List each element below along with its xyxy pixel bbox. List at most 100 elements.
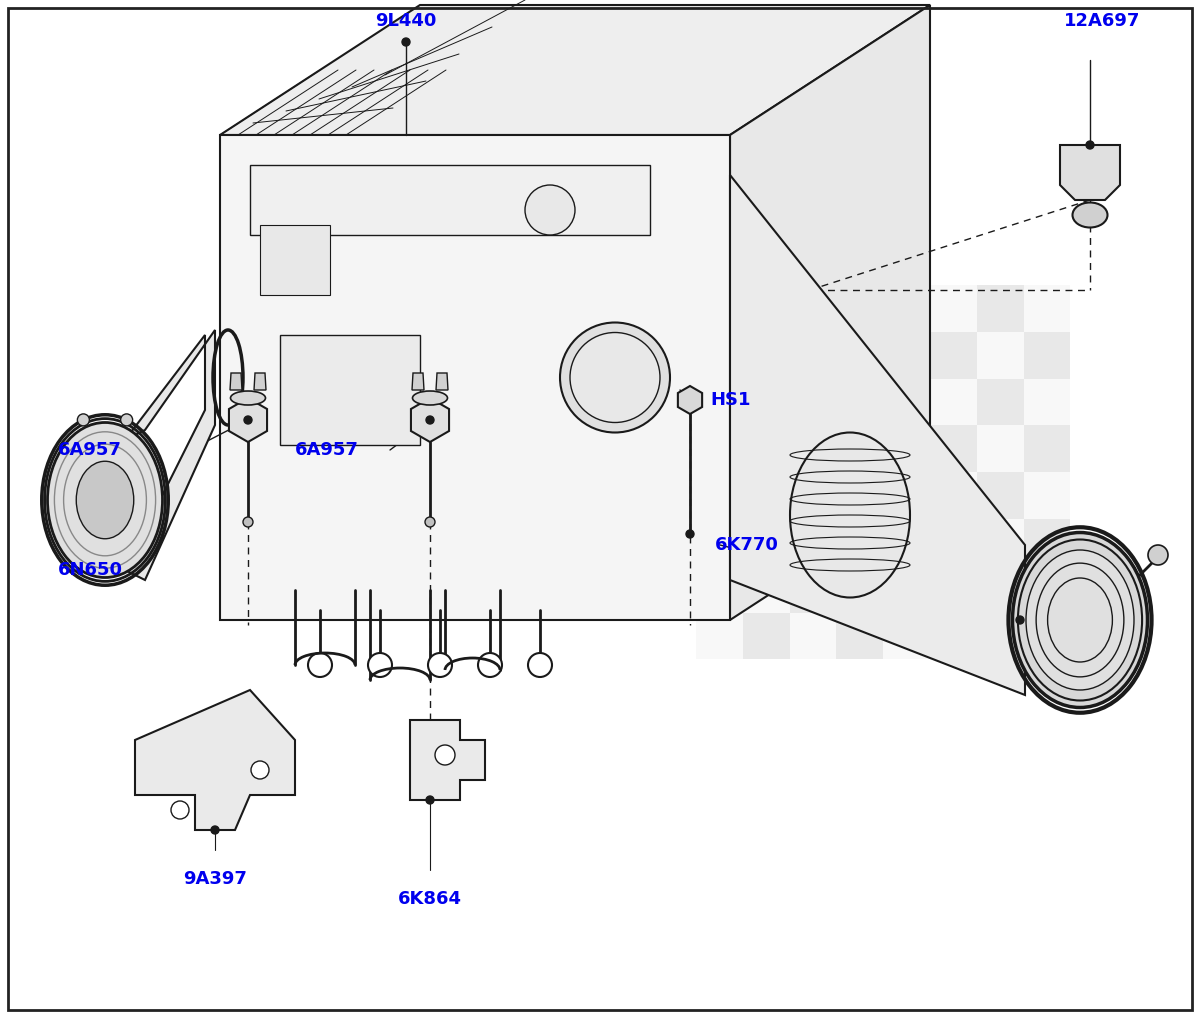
Bar bbox=[883, 519, 930, 566]
Bar bbox=[883, 285, 930, 332]
Bar bbox=[930, 332, 977, 379]
Bar bbox=[930, 613, 977, 660]
Circle shape bbox=[1148, 545, 1168, 565]
Polygon shape bbox=[220, 5, 930, 135]
Bar bbox=[977, 566, 1024, 613]
Polygon shape bbox=[254, 373, 266, 390]
Bar bbox=[930, 285, 977, 332]
Text: 6A957: 6A957 bbox=[295, 441, 359, 459]
Circle shape bbox=[242, 517, 253, 527]
Text: 9A397: 9A397 bbox=[184, 870, 247, 888]
Bar bbox=[836, 379, 883, 426]
Polygon shape bbox=[410, 720, 485, 800]
Polygon shape bbox=[230, 373, 242, 390]
Polygon shape bbox=[730, 175, 1025, 695]
Ellipse shape bbox=[48, 422, 162, 577]
Circle shape bbox=[528, 653, 552, 677]
Bar bbox=[1024, 472, 1070, 519]
Bar bbox=[790, 379, 836, 426]
Polygon shape bbox=[134, 690, 295, 830]
Polygon shape bbox=[280, 335, 420, 445]
Ellipse shape bbox=[1073, 203, 1108, 227]
Circle shape bbox=[96, 496, 104, 504]
Text: 6K770: 6K770 bbox=[715, 536, 779, 554]
Bar bbox=[1024, 285, 1070, 332]
Bar bbox=[790, 566, 836, 613]
Bar bbox=[1024, 379, 1070, 426]
Polygon shape bbox=[678, 386, 702, 414]
Bar bbox=[790, 613, 836, 660]
Ellipse shape bbox=[77, 461, 133, 539]
Polygon shape bbox=[730, 5, 930, 620]
Bar bbox=[977, 472, 1024, 519]
Bar bbox=[1024, 613, 1070, 660]
Circle shape bbox=[478, 653, 502, 677]
Ellipse shape bbox=[1026, 550, 1134, 690]
Circle shape bbox=[308, 653, 332, 677]
Circle shape bbox=[570, 333, 660, 422]
Bar bbox=[743, 426, 790, 472]
Polygon shape bbox=[410, 398, 449, 442]
Circle shape bbox=[368, 653, 392, 677]
Text: 12A697: 12A697 bbox=[1063, 12, 1140, 30]
Circle shape bbox=[121, 414, 133, 426]
Bar bbox=[836, 472, 883, 519]
Bar bbox=[930, 566, 977, 613]
Bar bbox=[883, 613, 930, 660]
Bar bbox=[696, 426, 743, 472]
Ellipse shape bbox=[1013, 532, 1147, 708]
Bar bbox=[930, 379, 977, 426]
Bar bbox=[790, 472, 836, 519]
Bar bbox=[836, 613, 883, 660]
Circle shape bbox=[686, 530, 694, 538]
Bar bbox=[790, 519, 836, 566]
Bar bbox=[790, 332, 836, 379]
Circle shape bbox=[211, 826, 220, 834]
Polygon shape bbox=[412, 373, 424, 390]
Bar bbox=[977, 426, 1024, 472]
Bar bbox=[790, 426, 836, 472]
Bar bbox=[836, 285, 883, 332]
Circle shape bbox=[526, 185, 575, 235]
Bar bbox=[743, 332, 790, 379]
Bar bbox=[743, 519, 790, 566]
Bar bbox=[696, 285, 743, 332]
Bar bbox=[977, 379, 1024, 426]
Bar bbox=[883, 332, 930, 379]
Polygon shape bbox=[436, 373, 448, 390]
Circle shape bbox=[428, 653, 452, 677]
Text: scuderia: scuderia bbox=[234, 426, 966, 574]
Circle shape bbox=[77, 414, 89, 426]
Text: 6N650: 6N650 bbox=[58, 561, 124, 579]
Bar bbox=[977, 332, 1024, 379]
Bar bbox=[696, 332, 743, 379]
Circle shape bbox=[1016, 616, 1024, 624]
Circle shape bbox=[426, 796, 434, 804]
Text: c a r p a r t s: c a r p a r t s bbox=[467, 559, 733, 601]
Bar bbox=[836, 332, 883, 379]
Ellipse shape bbox=[230, 391, 265, 405]
Circle shape bbox=[560, 323, 670, 433]
Polygon shape bbox=[125, 330, 215, 580]
Circle shape bbox=[251, 761, 269, 779]
Bar bbox=[930, 426, 977, 472]
Bar bbox=[1024, 332, 1070, 379]
Circle shape bbox=[426, 416, 434, 425]
Bar bbox=[743, 566, 790, 613]
Text: HS1: HS1 bbox=[710, 391, 750, 409]
Circle shape bbox=[172, 801, 190, 819]
Bar bbox=[1024, 519, 1070, 566]
Bar bbox=[743, 613, 790, 660]
Bar bbox=[836, 426, 883, 472]
Text: 9L440: 9L440 bbox=[376, 12, 437, 30]
Text: 6K864: 6K864 bbox=[398, 890, 462, 908]
Polygon shape bbox=[229, 398, 268, 442]
Text: 6A957: 6A957 bbox=[58, 441, 122, 459]
Bar bbox=[696, 379, 743, 426]
Bar bbox=[696, 613, 743, 660]
Ellipse shape bbox=[1048, 578, 1112, 662]
Bar bbox=[1024, 426, 1070, 472]
Circle shape bbox=[402, 38, 410, 46]
Ellipse shape bbox=[1036, 563, 1124, 677]
Circle shape bbox=[244, 416, 252, 425]
